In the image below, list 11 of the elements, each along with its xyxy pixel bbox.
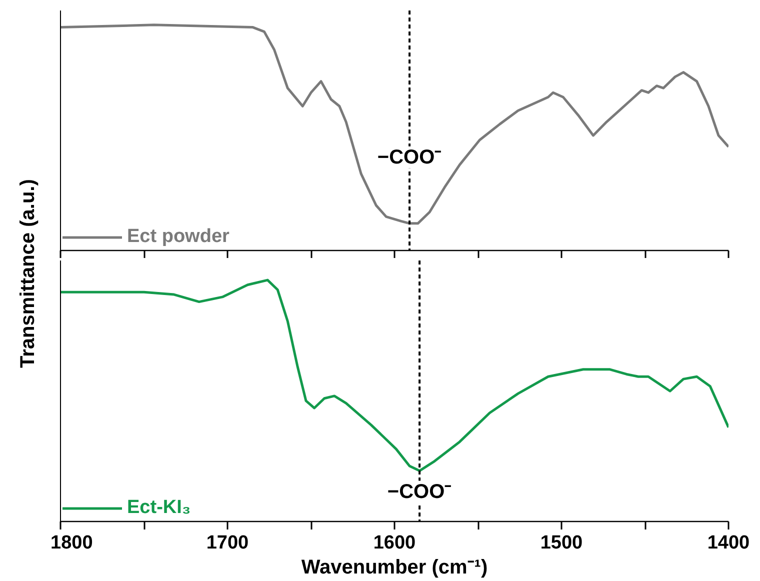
x-tick-label: 1400 — [707, 532, 750, 554]
x-tick-label: 1500 — [540, 532, 583, 554]
annotation: −COO⁻ — [387, 480, 452, 503]
x-tick-label: 1800 — [50, 532, 93, 554]
x-axis-title: Wavenumber (cm⁻¹) — [301, 556, 488, 578]
y-axis-title: Transmittance (a.u.) — [17, 179, 39, 368]
x-tick-label: 1600 — [373, 532, 416, 554]
legend-label: Ect-KI₃ — [127, 497, 191, 519]
legend-label: Ect powder — [127, 226, 230, 248]
x-tick-label: 1700 — [206, 532, 249, 554]
annotation: −COO⁻ — [377, 146, 442, 168]
